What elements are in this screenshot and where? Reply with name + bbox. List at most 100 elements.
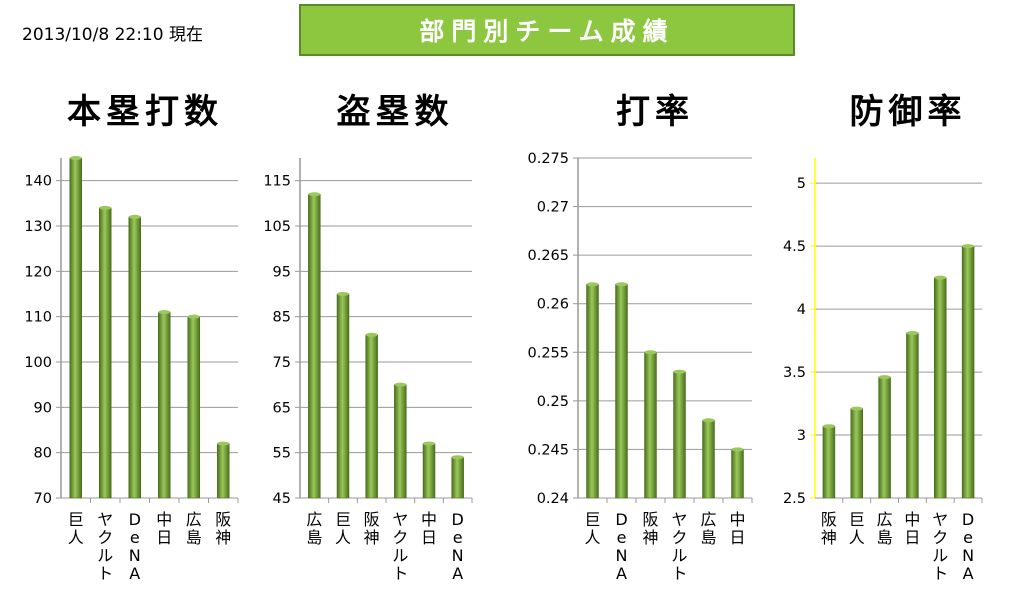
era-bar bbox=[906, 332, 919, 499]
stolen-bases-category-label: 広島 bbox=[306, 510, 322, 547]
home-runs-tick-label: 100 bbox=[24, 355, 52, 371]
era-bar-cap bbox=[906, 331, 919, 336]
era-bar-cap bbox=[822, 424, 835, 429]
stolen-bases-bar bbox=[336, 293, 350, 499]
batting-average-bar-cap bbox=[615, 282, 628, 287]
era-tick-label: 4 bbox=[797, 302, 806, 318]
batting-average-category-label: 広島 bbox=[700, 510, 716, 547]
stolen-bases-tick-label: 55 bbox=[273, 446, 291, 462]
stolen-bases-bar-cap bbox=[337, 292, 349, 296]
stolen-bases-bar-cap bbox=[308, 192, 321, 197]
stolen-bases-category-label: 巨人 bbox=[335, 510, 351, 547]
era-bar-cap bbox=[962, 244, 975, 249]
home-runs-tick-label: 70 bbox=[34, 491, 52, 507]
home-runs-bar-cap bbox=[99, 205, 112, 210]
batting-average-bar bbox=[673, 371, 686, 499]
home-runs-tick-label: 130 bbox=[24, 219, 52, 235]
batting-average-bar bbox=[731, 449, 744, 499]
batting-average-tick-label: 0.27 bbox=[537, 200, 569, 216]
home-runs-bar-cap bbox=[69, 156, 82, 160]
era-tick-label: 3.5 bbox=[783, 365, 806, 381]
batting-average-bar-cap bbox=[644, 350, 657, 355]
home-runs-bar bbox=[99, 207, 112, 499]
home-runs-bar bbox=[128, 216, 141, 499]
chart-title-stolen-bases: 盗塁数 bbox=[336, 92, 454, 132]
home-runs-tick-label: 120 bbox=[24, 264, 52, 280]
stolen-bases-category-label: 中日 bbox=[421, 510, 437, 547]
batting-average-bar-cap bbox=[673, 369, 686, 374]
stolen-bases-bar-cap bbox=[423, 441, 435, 446]
stolen-bases-category-label: ヤクルト bbox=[392, 510, 408, 583]
era-tick-label: 4.5 bbox=[783, 239, 806, 255]
home-runs-bar bbox=[217, 443, 230, 499]
chart-title-batting-average: 打率 bbox=[616, 92, 694, 132]
stolen-bases-bar bbox=[365, 334, 378, 499]
batting-average-tick-label: 0.275 bbox=[527, 151, 569, 167]
batting-average-bar bbox=[702, 420, 715, 499]
era-bar bbox=[961, 245, 975, 499]
batting-average-tick-label: 0.255 bbox=[527, 345, 569, 361]
chart-title-home-runs: 本塁打数 bbox=[67, 92, 223, 132]
home-runs-category-label: ヤクルト bbox=[97, 510, 113, 583]
chart-title-era: 防御率 bbox=[849, 92, 967, 132]
batting-average-tick-label: 0.25 bbox=[537, 394, 569, 410]
home-runs-bar-cap bbox=[128, 214, 141, 219]
home-runs-tick-label: 110 bbox=[24, 310, 52, 326]
banner-title: 部門別チーム成績 bbox=[299, 4, 795, 56]
timestamp: 2013/10/8 22:10 現在 bbox=[22, 25, 203, 45]
stolen-bases-tick-label: 85 bbox=[273, 310, 291, 326]
stolen-bases-tick-label: 95 bbox=[273, 264, 291, 280]
era-tick-label: 2.5 bbox=[783, 491, 806, 507]
stolen-bases-bar bbox=[422, 443, 436, 499]
stolen-bases-bar-cap bbox=[394, 382, 407, 387]
stolen-bases-bar bbox=[451, 456, 464, 499]
era-bar bbox=[850, 408, 863, 499]
stolen-bases-tick-label: 45 bbox=[273, 491, 291, 507]
era-bar bbox=[878, 376, 891, 499]
era-category-label: 中日 bbox=[904, 510, 920, 547]
stolen-bases-bar bbox=[308, 194, 321, 499]
stolen-bases-bar bbox=[394, 384, 407, 499]
era-bar bbox=[934, 277, 947, 499]
era-category-label: 巨人 bbox=[849, 510, 865, 547]
home-runs-bar-cap bbox=[217, 441, 230, 446]
stolen-bases-bar-cap bbox=[451, 455, 464, 460]
batting-average-category-label: 中日 bbox=[729, 510, 745, 547]
home-runs-bar bbox=[158, 311, 171, 499]
batting-average-bar-cap bbox=[702, 418, 715, 423]
era-tick-label: 5 bbox=[797, 176, 806, 192]
stolen-bases-category-label: 阪神 bbox=[364, 510, 380, 547]
home-runs-tick-label: 80 bbox=[34, 446, 52, 462]
batting-average-bar-cap bbox=[586, 282, 599, 287]
stolen-bases-bar-cap bbox=[365, 332, 378, 337]
home-runs-category-label: 巨人 bbox=[68, 510, 84, 547]
batting-average-bar bbox=[615, 284, 628, 499]
batting-average-tick-label: 0.26 bbox=[537, 297, 569, 313]
stolen-bases-tick-label: 105 bbox=[263, 219, 291, 235]
stolen-bases-tick-label: 65 bbox=[273, 400, 291, 416]
batting-average-tick-label: 0.24 bbox=[537, 491, 569, 507]
era-bar-cap bbox=[878, 375, 891, 380]
home-runs-bar bbox=[187, 316, 200, 499]
home-runs-tick-label: 140 bbox=[24, 174, 52, 190]
era-bar-cap bbox=[850, 406, 863, 411]
era-bar bbox=[822, 425, 836, 499]
era-tick-label: 3 bbox=[797, 428, 806, 444]
batting-average-bar-cap bbox=[731, 447, 744, 452]
stolen-bases-tick-label: 115 bbox=[263, 174, 291, 190]
batting-average-category-label: 阪神 bbox=[642, 510, 658, 547]
era-category-label: 阪神 bbox=[821, 510, 837, 547]
era-bar-cap bbox=[934, 275, 947, 280]
stolen-bases-tick-label: 75 bbox=[273, 355, 291, 371]
batting-average-bar bbox=[644, 352, 657, 499]
batting-average-category-label: ヤクルト bbox=[671, 510, 687, 583]
home-runs-tick-label: 90 bbox=[34, 400, 52, 416]
home-runs-category-label: 中日 bbox=[156, 510, 172, 547]
home-runs-category-label: 広島 bbox=[186, 510, 202, 547]
era-category-label: 広島 bbox=[877, 510, 893, 547]
